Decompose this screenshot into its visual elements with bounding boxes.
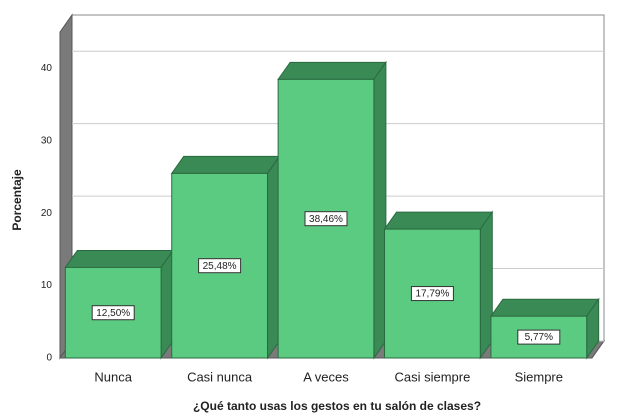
y-tick-label: 0 <box>46 353 52 364</box>
y-tick-label: 30 <box>41 135 53 146</box>
x-tick-label: Nunca <box>94 369 132 384</box>
bar-top <box>64 249 175 268</box>
y-tick-label: 40 <box>41 63 53 74</box>
value-label: 5,77% <box>525 332 553 343</box>
x-axis-title: ¿Qué tanto usas los gestos en tu salón d… <box>193 399 481 413</box>
value-label-box <box>91 305 135 321</box>
value-label: 38,46% <box>309 214 343 225</box>
x-tick-label: A veces <box>303 369 349 384</box>
value-label-box <box>304 211 348 227</box>
value-label: 25,48% <box>203 261 237 272</box>
x-tick-label: Casi nunca <box>187 369 253 384</box>
bar-top <box>383 211 494 230</box>
x-tick-label: Casi siempre <box>394 369 470 384</box>
y-tick-label: 20 <box>41 208 53 219</box>
bar-top <box>489 298 600 317</box>
bar <box>384 228 481 359</box>
bar-top <box>277 61 387 80</box>
y-tick-label: 10 <box>41 280 53 291</box>
value-label-box <box>198 258 242 274</box>
value-label-box <box>517 329 561 345</box>
y-axis-title: Porcentaje <box>10 169 24 231</box>
value-label: 17,79% <box>415 289 449 300</box>
x-tick-label: Siempre <box>515 369 563 384</box>
value-label-box <box>410 286 454 302</box>
bar-top <box>170 155 281 174</box>
value-label: 12,50% <box>96 308 130 319</box>
